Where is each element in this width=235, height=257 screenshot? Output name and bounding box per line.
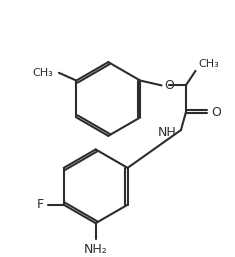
Text: NH₂: NH₂ — [84, 243, 108, 256]
Text: F: F — [37, 198, 44, 211]
Text: O: O — [164, 79, 174, 92]
Text: CH₃: CH₃ — [32, 68, 53, 78]
Text: CH₃: CH₃ — [198, 59, 219, 69]
Text: O: O — [211, 106, 221, 119]
Text: NH: NH — [157, 126, 176, 140]
